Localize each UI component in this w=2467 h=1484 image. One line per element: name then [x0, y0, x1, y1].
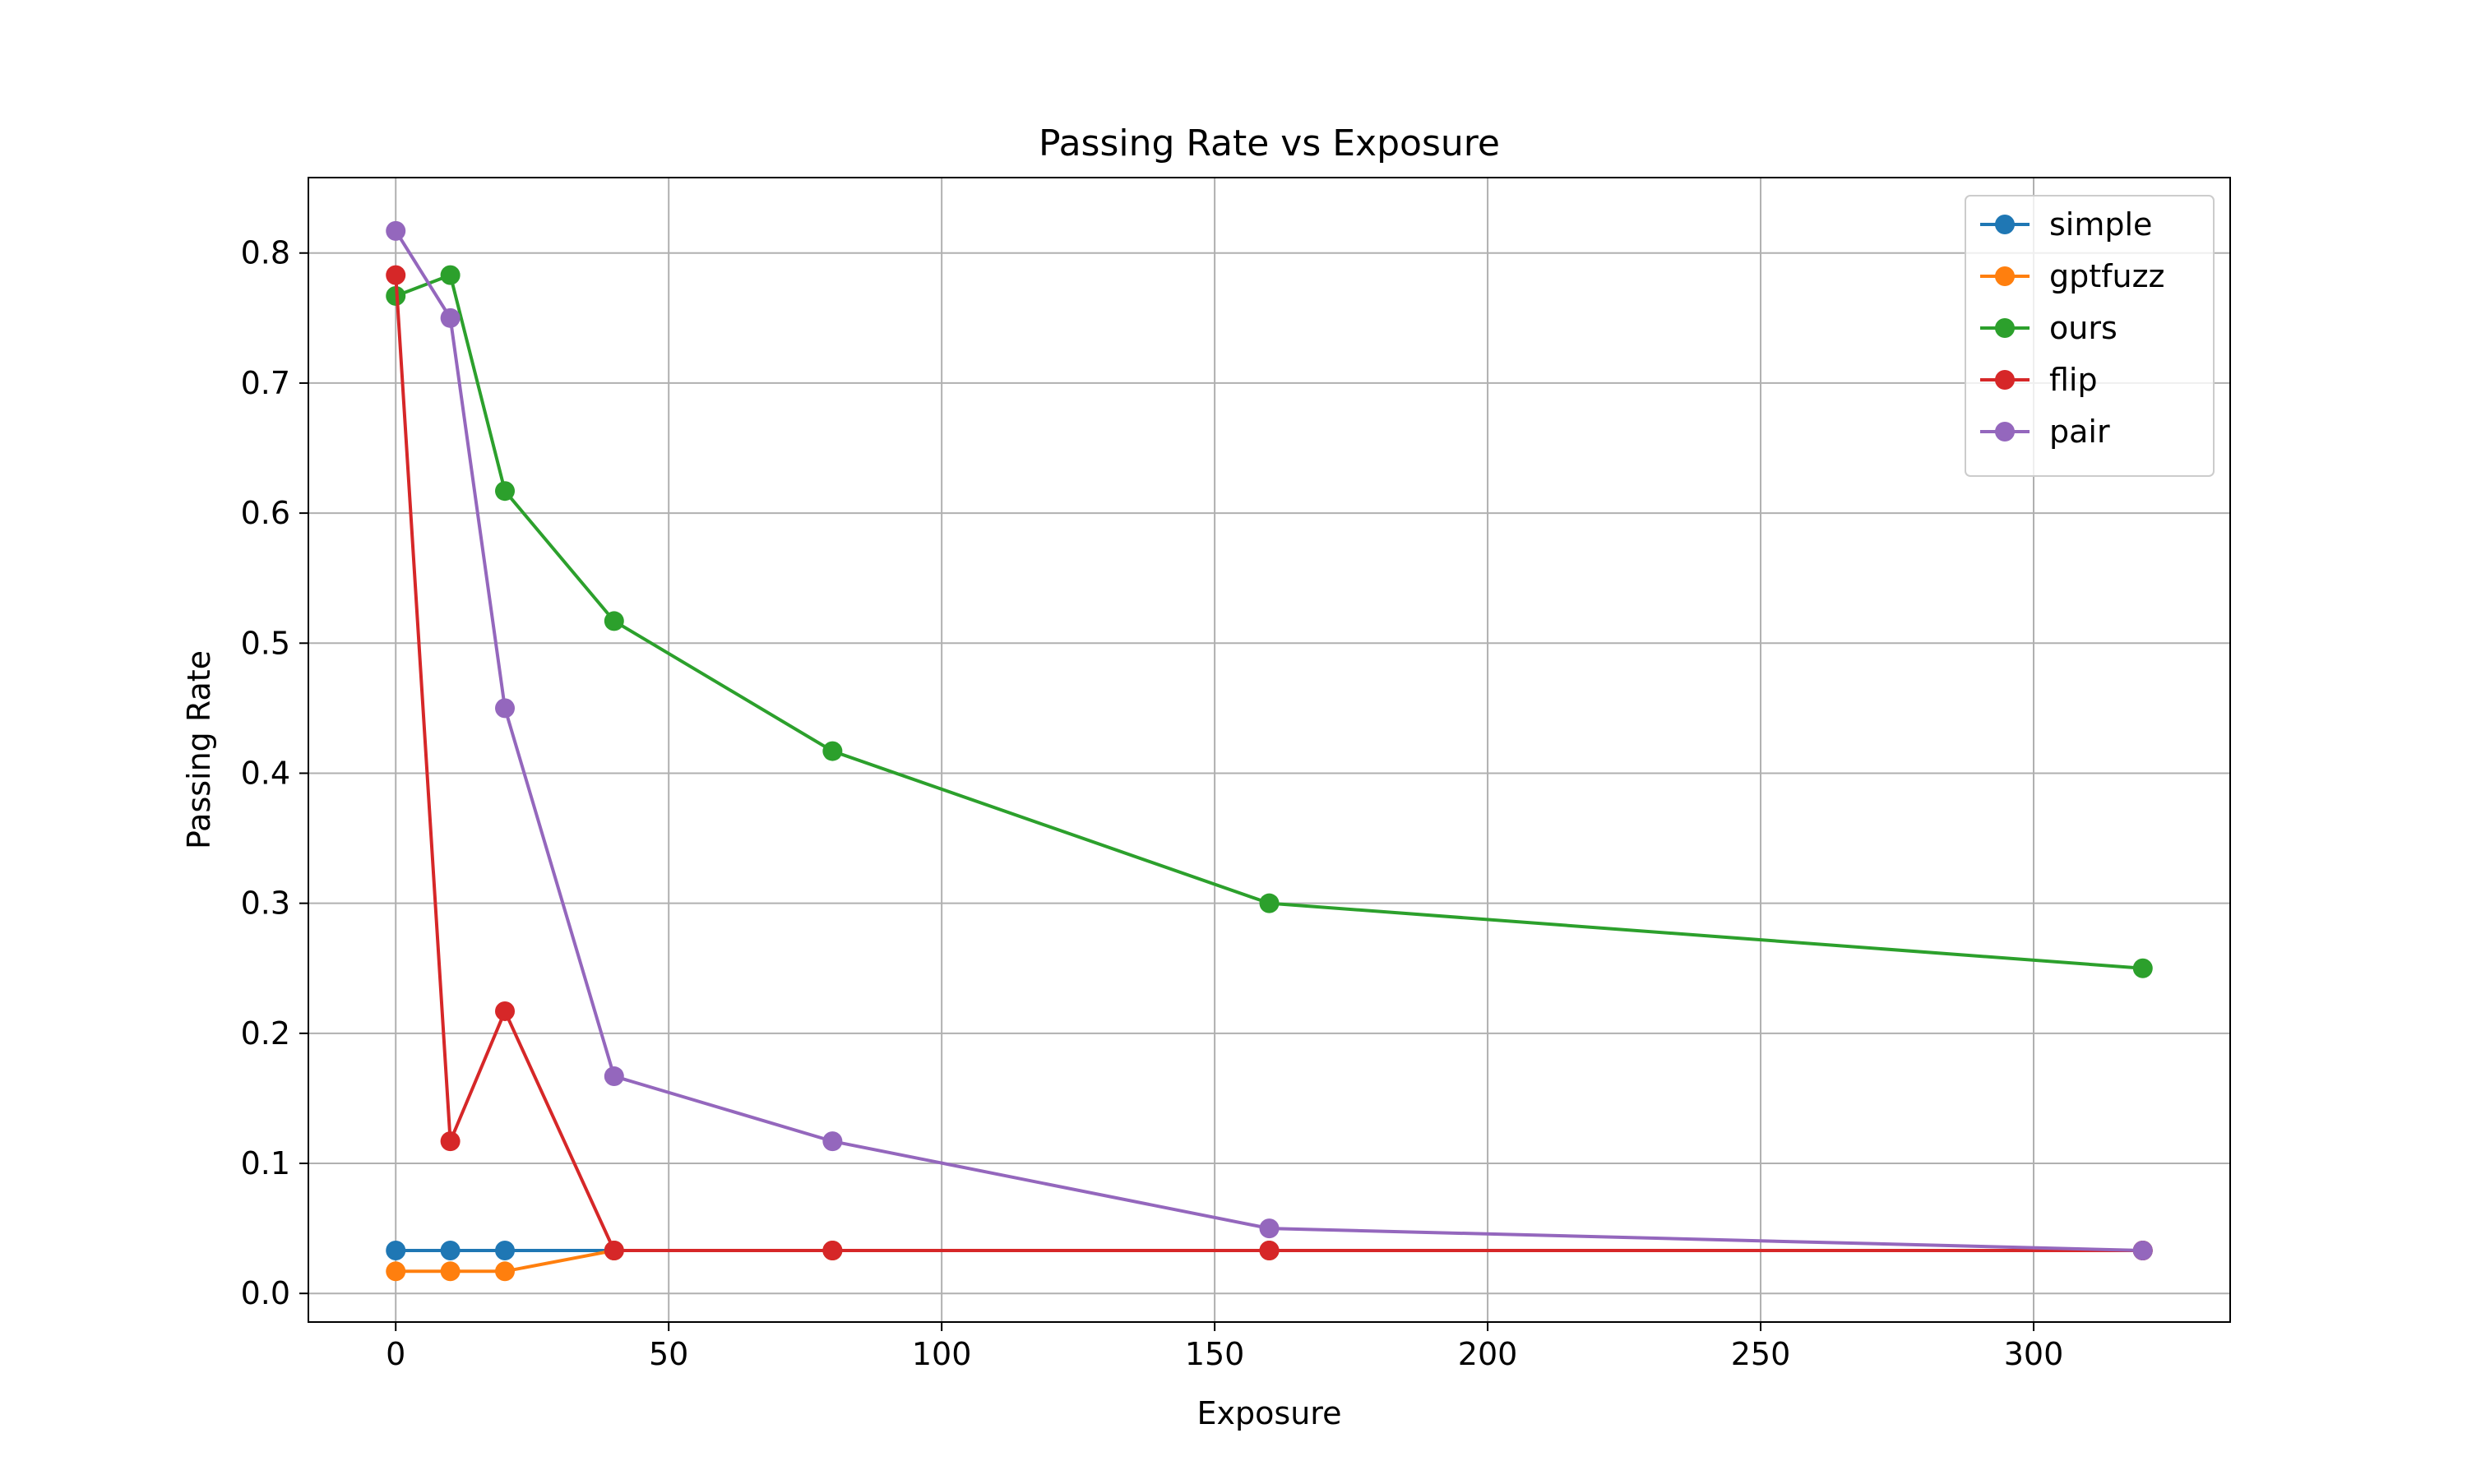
data-point-gptfuzz [386, 1261, 406, 1282]
data-point-pair [822, 1131, 843, 1152]
legend: simple gptfuzz ours flip pair [1965, 195, 2215, 477]
legend-item-ours: ours [1980, 310, 2118, 346]
data-point-flip [495, 1001, 516, 1021]
x-tick-label: 50 [649, 1336, 688, 1372]
x-tick-label: 0 [386, 1336, 405, 1372]
legend-item-gptfuzz: gptfuzz [1980, 258, 2165, 294]
legend-item-simple: simple [1980, 206, 2152, 243]
x-axis-label: Exposure [1197, 1395, 1342, 1431]
x-tick-label: 250 [1731, 1336, 1791, 1372]
legend-swatch-marker [1995, 215, 2015, 234]
plot-frame [308, 177, 2231, 1323]
x-tick-label: 100 [912, 1336, 972, 1372]
data-point-flip [822, 1241, 843, 1260]
legend-box [1965, 195, 2215, 477]
legend-label: simple [2049, 206, 2152, 243]
data-point-gptfuzz [495, 1261, 516, 1282]
data-point-pair [495, 698, 516, 719]
y-tick-label: 0.1 [241, 1145, 290, 1181]
data-point-pair [2132, 1241, 2153, 1260]
data-point-ours [2132, 958, 2153, 978]
chart-title: Passing Rate vs Exposure [1039, 123, 1500, 164]
x-tick-label: 200 [1458, 1336, 1518, 1372]
data-point-pair [386, 220, 406, 241]
series-lines [386, 220, 2153, 1282]
data-point-flip [1259, 1241, 1280, 1260]
data-point-gptfuzz [440, 1261, 461, 1282]
data-point-ours [822, 741, 843, 761]
legend-label: ours [2049, 310, 2118, 346]
y-tick-label: 0.0 [241, 1275, 290, 1311]
legend-swatch-marker [1995, 266, 2015, 286]
data-point-simple [386, 1241, 406, 1260]
data-point-pair [440, 307, 461, 328]
legend-label: gptfuzz [2049, 258, 2165, 294]
y-tick-label: 0.6 [241, 495, 290, 531]
legend-item-pair: pair [1980, 414, 2110, 450]
axis-ticks: 0 50 100 150 200 250 300 0.0 0.1 0.2 0.3 0.4 0.5 0.6 0… [241, 235, 2064, 1372]
legend-item-flip: flip [1980, 362, 2098, 398]
data-point-ours [440, 265, 461, 285]
data-point-pair [604, 1066, 624, 1087]
legend-label: flip [2049, 362, 2098, 398]
data-point-simple [495, 1241, 516, 1260]
data-point-ours [604, 611, 624, 631]
data-point-simple [440, 1241, 461, 1260]
legend-label: pair [2049, 414, 2110, 450]
data-point-ours [495, 481, 516, 502]
y-tick-label: 0.7 [241, 365, 290, 401]
y-tick-label: 0.4 [241, 755, 290, 791]
y-tick-label: 0.5 [241, 625, 290, 661]
series-ours [386, 265, 2153, 978]
y-axis-label: Passing Rate [181, 650, 217, 849]
x-tick-label: 300 [2004, 1336, 2064, 1372]
legend-swatch-marker [1995, 422, 2015, 442]
legend-swatch-marker [1995, 370, 2015, 390]
y-tick-label: 0.3 [241, 885, 290, 922]
x-tick-label: 150 [1185, 1336, 1245, 1372]
data-point-flip [604, 1241, 624, 1260]
data-point-flip [440, 1131, 461, 1152]
data-point-flip [386, 265, 406, 285]
y-tick-label: 0.8 [241, 235, 290, 271]
y-tick-label: 0.2 [241, 1015, 290, 1052]
series-pair [386, 220, 2153, 1260]
data-point-pair [1259, 1218, 1280, 1239]
data-point-ours [1259, 893, 1280, 913]
legend-swatch-marker [1995, 318, 2015, 338]
